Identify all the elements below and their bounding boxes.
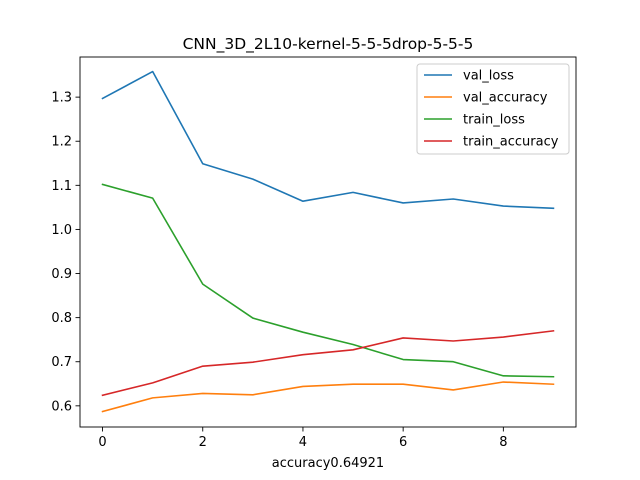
- x-tick-label: 8: [499, 435, 507, 450]
- x-tick-label: 0: [98, 435, 106, 450]
- legend-label-train-loss: train_loss: [463, 113, 525, 128]
- x-axis-label: accuracy0.64921: [272, 456, 384, 471]
- y-tick-label: 1.2: [51, 135, 72, 150]
- y-axis: 0.6 0.7 0.8 0.9 1.0 1.1 1.2 1.3: [51, 91, 80, 414]
- y-tick-label: 0.6: [51, 399, 72, 414]
- legend-box: [416, 63, 570, 155]
- legend-label-train-accuracy: train_accuracy: [463, 135, 559, 150]
- y-tick-label: 1.1: [51, 179, 72, 194]
- legend-label-val-accuracy: val_accuracy: [463, 91, 548, 106]
- y-tick-label: 1.3: [51, 91, 72, 106]
- y-tick-label: 0.8: [51, 311, 72, 326]
- series-line-train-accuracy: [101, 329, 555, 397]
- series-line-val-loss: [101, 70, 555, 210]
- x-tick-label: 4: [299, 435, 307, 450]
- y-tick-label: 1.0: [51, 223, 72, 238]
- x-axis: 0 2 4 6 8: [98, 427, 507, 450]
- x-tick-label: 6: [399, 435, 407, 450]
- series-line-val-accuracy: [101, 381, 555, 413]
- series-layer: [101, 70, 555, 413]
- legend-label-val-loss: val_loss: [463, 69, 514, 84]
- y-tick-label: 0.7: [51, 355, 72, 370]
- legend: val_loss val_accuracy train_loss train_accu…: [416, 63, 570, 155]
- chart-title: CNN_3D_2L10-kernel-5-5-5drop-5-5-5: [183, 35, 474, 54]
- x-tick-label: 2: [199, 435, 207, 450]
- y-tick-label: 0.9: [51, 267, 72, 282]
- plot-frame: [79, 56, 577, 428]
- series-line-train-loss: [101, 183, 555, 378]
